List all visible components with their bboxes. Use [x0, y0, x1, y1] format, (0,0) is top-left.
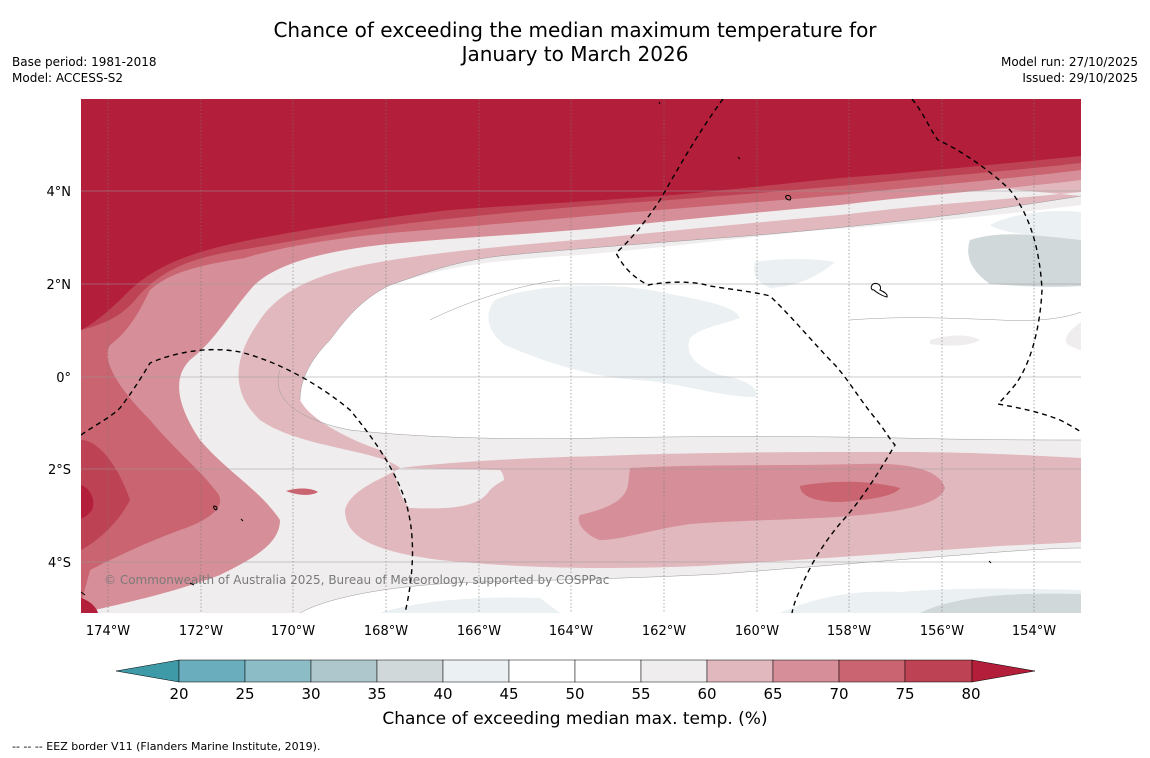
latitude-gridlines: [81, 190, 1081, 563]
band-70-75-small: [286, 488, 318, 495]
colorbar-swatch-50-55: [574, 659, 642, 683]
eez-footnote: -- -- -- EEZ border V11 (Flanders Marine…: [12, 740, 321, 753]
colorbar-tick: 75: [895, 685, 914, 703]
band-above-80-sw: [81, 485, 94, 518]
colorbar-swatch-40-45: [442, 659, 510, 683]
model-run-date: Model run: 27/10/2025: [1000, 55, 1138, 69]
lon-label: 156°W: [920, 624, 964, 639]
run-info: Model run: 27/10/2025 Issued: 29/10/2025: [1001, 54, 1138, 86]
band-above-80-sw2: [81, 598, 98, 613]
lat-label: 2°N: [47, 278, 72, 293]
colorbar-swatch-30-35: [310, 659, 378, 683]
copyright-text: © Commonwealth of Australia 2025, Bureau…: [104, 573, 609, 587]
colorbar-tick: 40: [433, 685, 452, 703]
colorbar-tick: 70: [829, 685, 848, 703]
colorbar-tick: 25: [235, 685, 254, 703]
latitude-labels: 4°N 2°N 0° 2°S 4°S: [47, 185, 72, 571]
lon-label: 154°W: [1012, 624, 1056, 639]
lon-label: 158°W: [827, 624, 871, 639]
base-info: Base period: 1981-2018 Model: ACCESS-S2: [12, 54, 157, 86]
lat-label: 4°S: [48, 556, 71, 571]
colorbar-tick: 50: [565, 685, 584, 703]
colorbar-extend-high: [971, 659, 1036, 683]
lat-label: 0°: [56, 371, 71, 386]
contour-lines: [277, 195, 1081, 613]
band-60-65: [81, 99, 1081, 568]
eez-borders: [81, 99, 1081, 613]
lon-label: 160°W: [735, 624, 779, 639]
model-name: Model: ACCESS-S2: [12, 71, 124, 85]
title-line-1: Chance of exceeding the median maximum t…: [273, 18, 877, 42]
issued-date: Issued: 29/10/2025: [1022, 71, 1138, 85]
lat-label: 2°S: [48, 463, 71, 478]
colorbar-swatch-75-80: [904, 659, 973, 683]
colorbar-swatch-45-50: [508, 659, 576, 683]
patch-40-45-east2: [990, 211, 1081, 240]
lon-label: 164°W: [549, 624, 593, 639]
title-line-2: January to March 2026: [461, 42, 689, 66]
patch-40-45-east: [753, 259, 835, 288]
colorbar-tick: 45: [499, 685, 518, 703]
lat-label: 4°N: [47, 185, 72, 200]
colorbar-tick: 20: [169, 685, 188, 703]
patch-35-40-east: [968, 234, 1081, 287]
colorbar-tick: 55: [631, 685, 650, 703]
colorbar-swatch-20-25: [178, 659, 246, 683]
colorbar-swatch-70-75: [838, 659, 906, 683]
colorbar-tick: 80: [961, 685, 980, 703]
longitude-gridlines: [107, 99, 1035, 613]
patch-35-40-southeast: [920, 593, 1081, 613]
band-70-75-south-core: [800, 481, 900, 502]
colorbar-swatch-65-70: [772, 659, 840, 683]
colorbar-swatch-25-30: [244, 659, 312, 683]
islands: [81, 101, 992, 596]
colorbar-tick: 30: [301, 685, 320, 703]
colorbar-tick: 60: [697, 685, 716, 703]
lon-label: 170°W: [271, 624, 315, 639]
colorbar-swatch-35-40: [376, 659, 444, 683]
lon-label: 168°W: [364, 624, 408, 639]
longitude-labels: 174°W 172°W 170°W 168°W 166°W 164°W 162°…: [86, 624, 1056, 639]
lon-label: 162°W: [642, 624, 686, 639]
map-title: Chance of exceeding the median maximum t…: [0, 18, 1150, 66]
patch-40-45-south: [380, 597, 560, 613]
patch-55-60-east-edge: [1065, 322, 1081, 350]
lon-label: 166°W: [457, 624, 501, 639]
colorbar-tick: 65: [763, 685, 782, 703]
lon-label: 172°W: [179, 624, 223, 639]
base-period: Base period: 1981-2018: [12, 55, 157, 69]
patch-40-45-center: [488, 285, 757, 397]
map-plot-area: © Commonwealth of Australia 2025, Bureau…: [81, 99, 1081, 613]
colorbar-tick: 35: [367, 685, 386, 703]
colorbar-extend-low: [115, 659, 180, 683]
patch-55-60-small: [930, 335, 980, 346]
colorbar-ticks: 20 25 30 35 40 45 50 55 60 65 70 75 80: [169, 685, 980, 703]
colorbar-swatch-60-65: [706, 659, 774, 683]
colorbar: [115, 659, 1036, 683]
colorbar-label: Chance of exceeding median max. temp. (%…: [382, 709, 768, 729]
colorbar-swatch-55-60: [640, 659, 708, 683]
lon-label: 174°W: [86, 624, 130, 639]
band-above-80: [81, 99, 1081, 330]
